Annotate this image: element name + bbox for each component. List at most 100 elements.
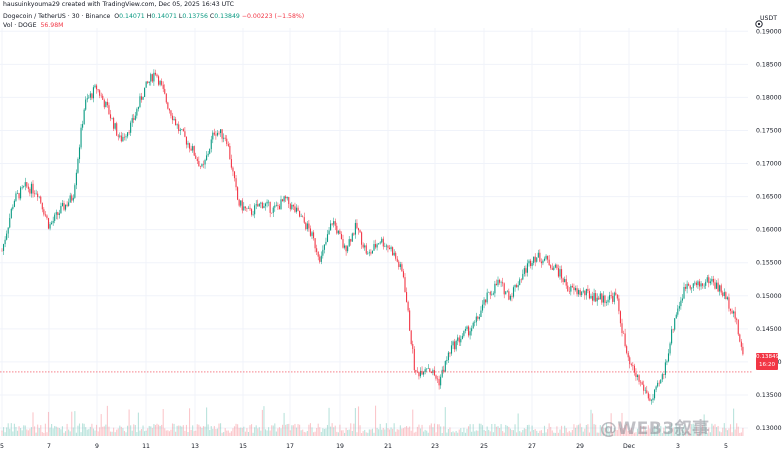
candle-body — [147, 81, 149, 83]
volume-bar — [105, 424, 107, 436]
candle-body — [545, 255, 547, 259]
volume-bar — [582, 431, 584, 436]
volume-bar — [365, 432, 367, 436]
candle-body — [573, 287, 575, 291]
grid-lines — [0, 28, 748, 432]
volume-bar — [291, 425, 293, 436]
bar-countdown: 16:20 — [758, 362, 776, 368]
candle-body — [185, 136, 187, 145]
candle-body — [588, 290, 590, 299]
gear-icon[interactable] — [754, 14, 764, 28]
candle-body — [675, 314, 677, 319]
high-value: 0.14071 — [151, 13, 177, 20]
candle-body — [525, 268, 527, 273]
candle-body — [173, 119, 175, 121]
volume-bar — [596, 432, 598, 436]
volume-bar — [579, 423, 581, 436]
volume-bar — [508, 426, 510, 436]
volume-bar — [230, 431, 232, 436]
candle-body — [624, 333, 626, 347]
volume-bar — [492, 432, 494, 436]
candle-body — [127, 132, 129, 137]
volume-bar — [322, 428, 324, 436]
volume-bar — [601, 426, 603, 436]
candle-body — [274, 205, 276, 208]
candle-body — [263, 206, 265, 209]
volume-bar — [550, 426, 552, 436]
currency-label[interactable]: USDT — [759, 15, 777, 22]
volume-bar — [215, 428, 217, 436]
candle-body — [139, 96, 141, 107]
volume-bar — [531, 425, 533, 436]
candle-body — [345, 245, 347, 252]
volume-bar — [220, 423, 222, 436]
volume-bar — [221, 432, 223, 436]
candle-body — [454, 341, 456, 350]
volume-bar — [677, 427, 679, 436]
volume-bar — [709, 432, 711, 436]
candle-body — [249, 207, 251, 210]
volume-bar — [396, 429, 398, 436]
volume-bar — [223, 432, 225, 436]
volume-bar — [478, 423, 480, 436]
candle-body — [602, 295, 604, 303]
volume-label[interactable]: Vol · DOGE — [3, 22, 37, 29]
candle-body — [593, 293, 595, 301]
candle-body — [536, 257, 538, 262]
volume-bar — [486, 426, 488, 436]
candle-body — [233, 171, 236, 179]
volume-bar — [49, 427, 51, 436]
candle-body — [325, 241, 327, 245]
volume-bar — [700, 427, 702, 436]
candle-body — [340, 234, 342, 240]
volume-bar — [694, 424, 696, 436]
candle-body — [466, 326, 468, 330]
candle-body — [551, 267, 553, 270]
high-label: H — [146, 13, 152, 20]
candle-body — [537, 252, 539, 258]
candle-body — [261, 202, 263, 209]
candle-body — [311, 232, 313, 236]
volume-bar — [633, 432, 635, 436]
candle-body — [32, 183, 34, 194]
x-tick-label: 15 — [239, 443, 247, 450]
volume-bar — [375, 405, 377, 436]
volume-bar — [706, 432, 708, 436]
volume-bar — [636, 428, 639, 436]
candle-body — [4, 239, 6, 245]
volume-bar — [313, 432, 315, 436]
volume-bar — [74, 411, 76, 436]
candle-body — [82, 124, 84, 128]
candle-body — [660, 379, 662, 384]
volume-bar — [131, 430, 133, 436]
candle-body — [514, 284, 516, 288]
candle-body — [92, 87, 94, 99]
volume-bar — [224, 428, 226, 436]
last-price-value: 0.13849 — [756, 354, 780, 360]
candle-body — [430, 371, 432, 373]
volume-bar — [517, 413, 519, 436]
candle-body — [171, 115, 174, 121]
candle-body — [18, 193, 20, 199]
candle-body — [113, 117, 115, 129]
volume-bar — [543, 425, 546, 436]
candle-body — [674, 318, 676, 330]
volume-bar — [109, 431, 112, 436]
volume-bar — [607, 427, 609, 436]
symbol-name[interactable]: Dogecoin / TetherUS · 30 · Binance — [3, 13, 111, 20]
volume-bar — [55, 426, 57, 436]
candle-body — [526, 263, 528, 273]
candle-body — [264, 203, 267, 207]
volume-bar — [658, 429, 660, 436]
volume-bar — [502, 431, 504, 436]
candle-body — [390, 247, 392, 250]
volume-bar — [399, 425, 401, 436]
volume-bar — [348, 429, 350, 436]
volume-bar — [489, 431, 491, 436]
candle-body — [291, 204, 293, 210]
volume-bar — [46, 432, 48, 436]
volume-bar — [568, 430, 570, 436]
candle-body — [423, 371, 425, 375]
